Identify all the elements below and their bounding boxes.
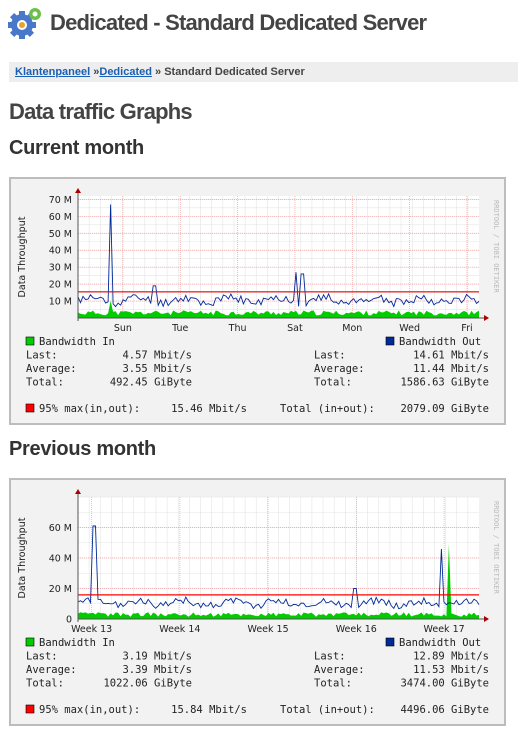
legend-label-in: Bandwidth In [39,637,115,649]
stat-label-out: Total: [314,377,352,389]
stat-value-in: 492.45 GiByte [110,377,192,389]
y-tick-label: 50 M [49,229,72,240]
y-axis-label: Data Throughput [17,517,28,598]
page-header: Dedicated - Standard Dedicated Server [8,6,427,40]
x-tick-label: Week 15 [248,624,289,635]
stat-value-out: 1586.63 GiByte [400,377,489,389]
watermark: RRDTOOL / TOBI OETIKER [492,501,500,595]
stat-label-out: Total: [314,678,352,690]
stat-label-in: Average: [26,664,77,676]
x-tick-label: Wed [399,323,420,334]
y-tick-label: 70 M [49,195,72,206]
y-tick-label: 40 M [49,554,72,565]
x-tick-label: Sat [287,323,303,334]
page-title: Data traffic Graphs [9,99,193,124]
breadcrumb-separator: » [151,66,165,78]
percentile-label: 95% max(in,out): [39,403,140,415]
y-axis-arrow [75,188,81,193]
breadcrumb: Klantenpaneel »Dedicated » Standard Dedi… [9,62,518,82]
y-tick-label: 0 [66,615,72,626]
legend-swatch-out [385,336,395,346]
grand-total-label: Total (in+out): [280,704,375,716]
grand-total-value: 4496.06 GiByte [400,704,489,716]
stat-value-out: 3474.00 GiByte [400,678,489,690]
y-tick-label: 20 M [49,280,72,291]
stat-value-out: 11.44 Mbit/s [413,363,489,375]
series-bandwidth-out [77,525,480,610]
legend-label-out: Bandwidth Out [399,637,481,649]
y-axis-arrow [75,489,81,494]
stat-value-in: 3.19 Mbit/s [122,651,192,663]
y-axis-label: Data Throughput [17,216,28,297]
x-axis-arrow [484,315,489,321]
stat-label-out: Average: [314,664,365,676]
page-header-title: Dedicated - Standard Dedicated Server [50,10,427,35]
x-tick-label: Week 16 [336,624,377,635]
stat-label-in: Average: [26,363,77,375]
x-tick-label: Mon [342,323,362,334]
stat-value-out: 14.61 Mbit/s [413,350,489,362]
legend-swatch-in [25,336,35,346]
x-tick-label: Week 13 [71,624,112,635]
stat-label-in: Total: [26,377,64,389]
gear-icon [8,8,41,39]
breadcrumb-current: Standard Dedicated Server [164,66,305,78]
series-bandwidth-out [77,204,480,308]
stat-label-out: Last: [314,350,346,362]
stat-value-out: 11.53 Mbit/s [413,664,489,676]
legend-label-out: Bandwidth Out [399,336,481,348]
percentile-value: 15.46 Mbit/s [171,403,247,415]
grand-total-label: Total (in+out): [280,403,375,415]
stat-value-in: 4.57 Mbit/s [122,350,192,362]
stat-label-in: Last: [26,651,58,663]
x-tick-label: Week 17 [424,624,465,635]
graph-heading-current: Current month [9,137,144,159]
stat-value-in: 3.55 Mbit/s [122,363,192,375]
x-tick-label: Fri [461,323,472,334]
breadcrumb-link-dedicated[interactable]: Dedicated [99,66,152,78]
x-tick-label: Sun [114,323,132,334]
y-tick-label: 10 M [49,297,72,308]
stat-value-in: 1022.06 GiByte [103,678,192,690]
stat-label-out: Last: [314,651,346,663]
breadcrumb-separator: » [90,66,100,78]
y-tick-label: 40 M [49,246,72,257]
legend-swatch-in [25,637,35,647]
graph-canvas: 0 20 M 40 M 60 M Week 13 Week 14 Week 15 Week 1… [17,489,500,716]
traffic-graph-previous: 0 20 M 40 M 60 M Week 13 Week 14 Week 15 Week 1… [9,478,506,726]
y-tick-label: 30 M [49,263,72,274]
percentile-value: 15.84 Mbit/s [171,704,247,716]
legend-swatch-out [385,637,395,647]
breadcrumb-link-klantenpaneel[interactable]: Klantenpaneel [15,66,91,78]
graph-canvas: 10 M 20 M 30 M 40 M 50 M 60 M 70 M Sun Tue Thu Sat… [17,188,500,415]
legend-swatch-95 [25,403,35,413]
legend-label-in: Bandwidth In [39,336,115,348]
y-tick-label: 60 M [49,212,72,223]
watermark: RRDTOOL / TOBI OETIKER [492,200,500,294]
x-axis-arrow [484,616,489,622]
stat-label-in: Last: [26,350,58,362]
x-tick-label: Week 14 [159,624,200,635]
legend-swatch-95 [25,704,35,714]
percentile-label: 95% max(in,out): [39,704,140,716]
graph-heading-previous: Previous month [9,438,156,460]
stat-value-out: 12.89 Mbit/s [413,651,489,663]
stat-label-in: Total: [26,678,64,690]
grand-total-value: 2079.09 GiByte [400,403,489,415]
x-tick-label: Thu [228,323,247,334]
stat-label-out: Average: [314,363,365,375]
traffic-graph-current: 10 M 20 M 30 M 40 M 50 M 60 M 70 M Sun Tue Thu Sat… [9,177,506,425]
y-tick-label: 20 M [49,584,72,595]
stat-value-in: 3.39 Mbit/s [122,664,192,676]
y-tick-label: 60 M [49,523,72,534]
series-bandwidth-in [78,301,479,318]
x-tick-label: Tue [171,323,188,334]
